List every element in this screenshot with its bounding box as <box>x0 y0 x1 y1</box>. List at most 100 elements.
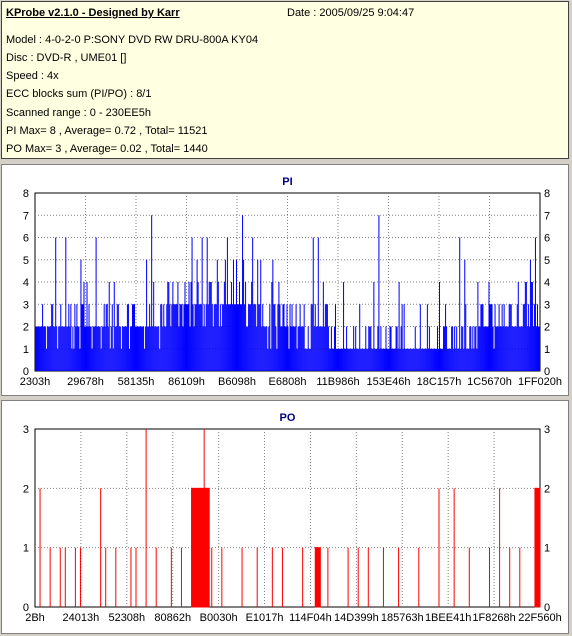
pi-bar <box>111 304 113 371</box>
pi-ytick-right: 0 <box>544 366 550 378</box>
pi-bar <box>362 348 364 371</box>
pi-ytick-right: 6 <box>544 233 550 245</box>
pi-bar <box>178 326 180 371</box>
info-disc: Disc : DVD-R , UME01 [] <box>6 52 127 64</box>
pi-bar <box>384 348 386 371</box>
pi-bar <box>140 326 142 371</box>
pi-bar <box>342 348 344 371</box>
pi-bar <box>120 348 122 371</box>
pi-bar <box>230 282 232 371</box>
pi-bar <box>312 237 314 371</box>
pi-bar <box>241 304 243 371</box>
pi-bar <box>279 304 281 371</box>
pi-bar <box>368 326 370 371</box>
pi-bar <box>217 282 219 371</box>
pi-bar <box>59 326 61 371</box>
pi-bar <box>172 282 174 371</box>
pi-bar <box>432 348 434 371</box>
pi-xtick: 153E46h <box>366 376 410 388</box>
pi-bar <box>454 326 456 371</box>
pi-bar <box>271 282 273 371</box>
pi-bar <box>92 326 94 371</box>
pi-bar <box>177 282 179 371</box>
pi-bar <box>86 282 88 371</box>
pi-ytick-right: 4 <box>544 277 550 289</box>
pi-bar <box>245 282 247 371</box>
pi-bar <box>355 326 357 371</box>
pi-bar <box>52 304 54 371</box>
pi-bar <box>36 326 38 371</box>
pi-bar <box>424 348 426 371</box>
pi-bar <box>435 348 437 371</box>
pi-bar <box>473 348 475 371</box>
pi-bar <box>317 237 319 371</box>
pi-bar <box>338 348 340 371</box>
pi-bar <box>535 326 537 371</box>
pi-bar <box>247 326 249 371</box>
pi-bar <box>538 326 540 371</box>
pi-bar <box>61 326 63 371</box>
pi-bar <box>398 282 400 371</box>
pi-bar <box>273 304 275 371</box>
pi-bar <box>520 326 522 371</box>
pi-bar <box>494 304 496 371</box>
pi-bar <box>400 326 402 371</box>
pi-bar <box>380 326 382 371</box>
pi-bar <box>252 237 254 371</box>
pi-bar <box>511 326 513 371</box>
pi-xtick: 29678h <box>67 376 104 388</box>
info-speed: Speed : 4x <box>6 70 59 82</box>
pi-bar <box>420 348 422 371</box>
po-ytick-left: 3 <box>23 424 29 436</box>
pi-bar <box>50 326 52 371</box>
pi-bar <box>258 304 260 371</box>
pi-bar <box>119 326 121 371</box>
pi-bar <box>35 326 37 371</box>
pi-bar <box>406 348 408 371</box>
pi-bar <box>503 304 505 371</box>
pi-bar <box>72 326 74 371</box>
pi-bar <box>112 348 114 371</box>
pi-bar <box>517 282 519 371</box>
pi-bar <box>105 304 107 371</box>
pi-bar <box>479 326 481 371</box>
pi-ytick-right: 5 <box>544 255 550 267</box>
pi-bar <box>118 326 120 371</box>
pi-bar <box>109 348 111 371</box>
pi-bar <box>206 237 208 371</box>
pi-bar <box>164 326 166 371</box>
pi-bar <box>190 282 192 371</box>
pi-bar <box>475 326 477 371</box>
pi-bar <box>277 304 279 371</box>
pi-bar <box>512 326 514 371</box>
pi-bar <box>484 326 486 371</box>
pi-bar <box>139 326 141 371</box>
pi-bar <box>303 304 305 371</box>
pi-bar <box>293 326 295 371</box>
pi-bar <box>421 348 423 371</box>
pi-bar <box>486 326 488 371</box>
po-ytick-left: 1 <box>23 543 29 555</box>
pi-bar <box>104 326 106 371</box>
pi-bar <box>276 348 278 371</box>
pi-bar <box>457 348 459 371</box>
pi-bar <box>501 304 503 371</box>
pi-bar <box>235 259 237 371</box>
pi-bar <box>294 326 296 371</box>
pi-bar <box>53 326 55 371</box>
pi-bar <box>402 348 404 371</box>
pi-bar <box>397 348 399 371</box>
pi-bar <box>73 348 75 371</box>
pi-bar <box>267 348 269 371</box>
pi-bar <box>58 326 60 371</box>
pi-bar <box>330 326 332 371</box>
pi-bar <box>458 348 460 371</box>
pi-bar <box>436 326 438 371</box>
pi-bar <box>403 304 405 371</box>
pi-bar <box>419 304 421 371</box>
pi-bar <box>91 348 93 371</box>
pi-bar <box>418 348 420 371</box>
pi-bar <box>409 348 411 371</box>
pi-bar <box>193 326 195 371</box>
pi-bar <box>144 348 146 371</box>
